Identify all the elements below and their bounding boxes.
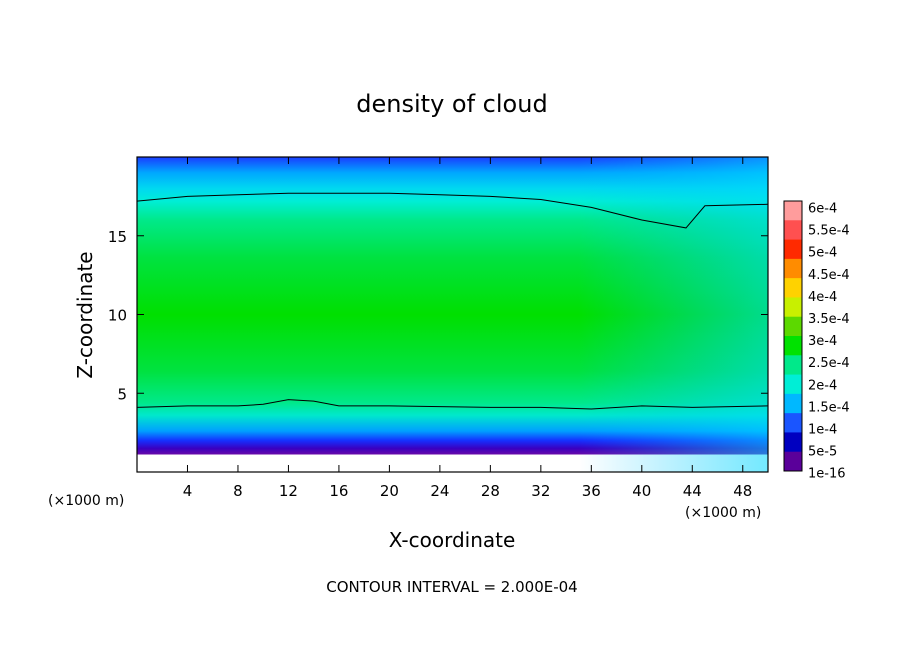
contour-line-lower [136,399,769,410]
colorbar-label: 4e-4 [808,290,837,305]
colorbar-band [784,374,802,395]
colorbar-label: 6e-4 [808,202,837,217]
x-tick-label: 48 [733,482,752,500]
colorbar-label: 4.5e-4 [808,268,850,283]
x-tick-label: 8 [233,482,243,500]
colorbar-band [784,220,802,241]
contour-line-upper [136,192,769,229]
colorbar-band [784,451,802,472]
colorbar-frame [783,200,803,472]
y-tick-label: 10 [108,307,127,325]
x-tick-label: 20 [380,482,399,500]
x-tick-label: 40 [632,482,651,500]
x-tick-label: 36 [582,482,601,500]
colorbar-band [784,239,802,260]
colorbar-band [784,393,802,414]
colorbar-label: 5e-5 [808,445,837,460]
x-unit-right: (×1000 m) [685,505,761,521]
contour-interval-note: CONTOUR INTERVAL = 2.000E-04 [326,578,577,596]
x-tick-label: 16 [329,482,348,500]
colorbar-label: 1e-16 [808,467,846,482]
colorbar-label: 3e-4 [808,334,837,349]
colorbar-label: 3.5e-4 [808,312,850,327]
x-unit-left: (×1000 m) [48,493,124,509]
plot-area [136,156,769,473]
colorbar-band [784,413,802,433]
density-field-overlay [137,157,768,472]
x-tick-label: 32 [531,482,550,500]
colorbar-band [784,278,802,298]
x-axis: 4 8 12 16 20 24 28 32 36 40 44 48 [183,157,752,500]
colorbar-band [784,258,802,279]
y-axis-label: Z-coordinate [73,251,97,378]
colorbar-label: 5e-4 [808,246,837,261]
x-tick-label: 12 [279,482,298,500]
chart-title: density of cloud [356,90,547,118]
colorbar-band [784,316,802,337]
colorbar-label: 2.5e-4 [808,356,850,371]
colorbar-band [784,355,802,376]
y-tick-label: 15 [108,228,127,246]
colorbar-band [784,432,802,453]
colorbar-band [784,297,802,318]
x-tick-label: 28 [481,482,500,500]
y-axis: 5 10 15 [108,228,768,403]
x-tick-label: 24 [430,482,449,500]
colorbar-label: 1.5e-4 [808,400,850,415]
x-tick-label: 4 [183,482,193,500]
y-tick-label: 5 [117,385,127,403]
colorbar-label: 1e-4 [808,423,837,438]
colorbar-label: 5.5e-4 [808,224,850,239]
x-axis-label: X-coordinate [389,528,516,552]
colorbar-band [784,336,802,356]
colorbar-label: 2e-4 [808,378,837,393]
colorbar: 6e-4 5.5e-4 5e-4 4.5e-4 4e-4 3.5e-4 3e-4 2.5e-4… [783,200,850,482]
x-tick-label: 44 [683,482,702,500]
colorbar-band [784,201,802,221]
